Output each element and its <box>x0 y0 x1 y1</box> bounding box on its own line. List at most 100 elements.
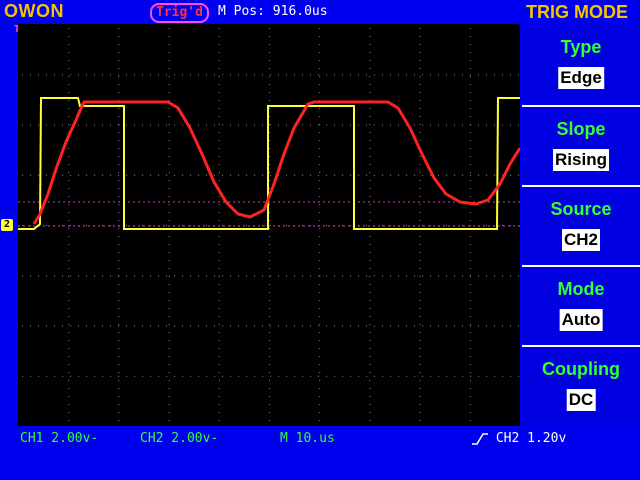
grid-dot <box>168 28 170 29</box>
grid-dot <box>218 44 220 45</box>
grid-dot <box>414 74 415 76</box>
grid-dot <box>269 420 270 421</box>
grid-dot <box>494 124 495 126</box>
grid-dot <box>54 74 55 76</box>
grid-dot <box>269 220 270 221</box>
grid-dot <box>369 420 371 421</box>
grid-dot <box>310 275 311 277</box>
grid-dot <box>269 412 270 413</box>
grid-dot <box>342 74 343 76</box>
menu-item-coupling[interactable]: Coupling DC <box>522 345 640 423</box>
grid-dot <box>126 275 127 277</box>
menu-label-source: Source <box>550 199 612 219</box>
grid-dot <box>118 174 119 176</box>
grid-dot <box>218 84 220 85</box>
grid-dot <box>68 284 70 285</box>
grid-dot <box>62 325 63 327</box>
grid-dot <box>269 300 270 301</box>
horizontal-position-readout: M Pos: 916.0us <box>218 4 328 19</box>
grid-dot <box>438 325 439 327</box>
grid-dot <box>68 340 70 341</box>
grid-dot <box>398 275 399 277</box>
grid-dot <box>318 375 319 377</box>
grid-dot <box>486 74 487 76</box>
menu-item-source[interactable]: Source CH2 <box>522 185 640 263</box>
grid-dot <box>118 204 120 205</box>
menu-label-type: Type <box>560 37 602 57</box>
grid-dot <box>518 124 519 126</box>
grid-dot <box>118 236 120 237</box>
grid-dot <box>422 225 423 226</box>
grid-dot <box>438 174 439 176</box>
grid-dot <box>218 388 220 389</box>
grid-dot <box>469 412 471 413</box>
grid-dot <box>38 325 39 327</box>
grid-dot <box>262 124 263 126</box>
grid-dot <box>238 124 239 126</box>
grid-dot <box>374 325 375 327</box>
grid-dot <box>168 116 170 117</box>
grid-dot <box>206 325 207 327</box>
grid-dot <box>174 375 175 377</box>
grid-dot <box>110 174 111 176</box>
grid-dot <box>118 268 120 269</box>
menu-item-mode[interactable]: Mode Auto <box>522 265 640 343</box>
grid-dot <box>406 275 407 277</box>
grid-dot <box>518 375 519 377</box>
grid-dot <box>269 188 270 189</box>
grid-dot <box>158 275 159 277</box>
grid-dot <box>94 325 95 327</box>
trigger-menu: Type Edge Slope Rising Source CH2 Mode A… <box>522 25 640 427</box>
channel-2-level-marker[interactable]: 2 <box>1 219 13 231</box>
grid-dot <box>286 325 287 327</box>
grid-dot <box>206 124 207 126</box>
grid-dot <box>454 325 455 327</box>
grid-dot <box>469 364 471 365</box>
grid-dot <box>68 356 70 357</box>
grid-dot <box>462 275 463 277</box>
grid-dot <box>68 220 70 221</box>
grid-dot <box>269 340 270 341</box>
waveform-svg <box>18 28 520 421</box>
grid-dot <box>118 116 120 117</box>
grid-dot <box>68 396 70 397</box>
grid-dot <box>430 225 431 226</box>
grid-dot <box>470 225 471 226</box>
grid-dot <box>269 284 270 285</box>
grid-dot <box>118 28 120 29</box>
grid-dot <box>319 132 321 133</box>
grid-dot <box>369 364 371 365</box>
grid-dot <box>419 364 421 365</box>
grid-dot <box>168 316 170 317</box>
grid-dot <box>369 276 371 277</box>
grid-dot <box>310 325 311 327</box>
grid-dot <box>302 74 303 76</box>
grid-dot <box>269 228 270 229</box>
grid-dot <box>469 180 471 181</box>
grid-dot <box>319 316 321 317</box>
grid-dot <box>269 124 270 125</box>
grid-dot <box>502 275 503 277</box>
grid-dot <box>118 260 120 261</box>
grid-dot <box>319 260 321 261</box>
grid-dot <box>46 375 47 377</box>
grid-dot <box>68 412 70 413</box>
grid-dot <box>68 420 70 421</box>
grid-dot <box>269 180 270 181</box>
grid-dot <box>269 100 270 101</box>
menu-label-mode: Mode <box>557 279 605 299</box>
grid-dot <box>470 74 471 76</box>
grid-dot <box>406 174 407 176</box>
menu-item-type[interactable]: Type Edge <box>522 25 640 103</box>
grid-dot <box>270 375 271 377</box>
grid-dot <box>334 325 335 327</box>
grid-dot <box>350 275 351 277</box>
grid-dot <box>469 156 471 157</box>
grid-dot <box>218 140 220 141</box>
menu-value-source: CH2 <box>561 229 601 251</box>
menu-item-slope[interactable]: Slope Rising <box>522 105 640 183</box>
grid-dot <box>158 375 159 377</box>
grid-dot <box>446 74 447 76</box>
grid-dot <box>30 124 31 126</box>
grid-dot <box>430 174 431 176</box>
